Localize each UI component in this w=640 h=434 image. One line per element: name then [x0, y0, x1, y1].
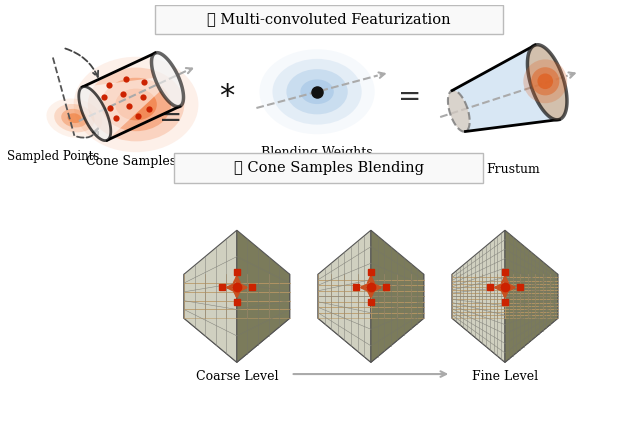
Text: Frustum: Frustum [486, 163, 540, 176]
Polygon shape [318, 274, 424, 362]
Polygon shape [79, 86, 111, 141]
Ellipse shape [531, 67, 559, 95]
Polygon shape [371, 230, 424, 362]
Polygon shape [505, 230, 558, 362]
Ellipse shape [259, 49, 374, 134]
Polygon shape [184, 274, 290, 362]
Ellipse shape [47, 99, 102, 138]
Polygon shape [83, 53, 184, 140]
Text: =: = [398, 82, 422, 111]
Ellipse shape [74, 57, 198, 152]
Ellipse shape [286, 69, 348, 114]
Ellipse shape [54, 104, 95, 132]
Polygon shape [237, 230, 290, 362]
FancyBboxPatch shape [155, 5, 503, 34]
FancyBboxPatch shape [174, 153, 483, 183]
Polygon shape [527, 45, 567, 120]
Ellipse shape [67, 113, 81, 123]
Ellipse shape [61, 109, 88, 128]
Text: *: * [220, 82, 235, 111]
Text: Cone Samples: Cone Samples [86, 155, 176, 168]
Polygon shape [452, 274, 558, 362]
Text: =: = [159, 104, 182, 132]
Text: Sampled Points: Sampled Points [7, 151, 99, 164]
Ellipse shape [273, 59, 362, 125]
Polygon shape [452, 45, 567, 132]
Text: Fine Level: Fine Level [472, 370, 538, 383]
Text: ② Cone Samples Blending: ② Cone Samples Blending [234, 161, 424, 175]
Ellipse shape [101, 78, 171, 131]
Ellipse shape [88, 68, 184, 141]
Polygon shape [152, 53, 184, 107]
Polygon shape [184, 230, 237, 362]
Polygon shape [448, 90, 470, 132]
Text: ① Multi-convoluted Featurization: ① Multi-convoluted Featurization [207, 12, 451, 26]
Ellipse shape [538, 73, 553, 89]
Text: Blending Weights: Blending Weights [261, 145, 373, 158]
Polygon shape [452, 230, 505, 362]
Ellipse shape [300, 79, 334, 104]
Ellipse shape [524, 59, 567, 103]
Ellipse shape [115, 89, 157, 120]
Text: Coarse Level: Coarse Level [196, 370, 278, 383]
Polygon shape [318, 230, 371, 362]
